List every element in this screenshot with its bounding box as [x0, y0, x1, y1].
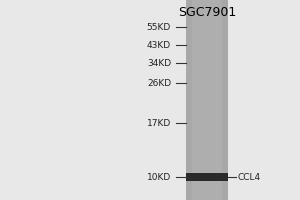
Bar [186, 173, 228, 181]
Text: 55KD: 55KD [147, 22, 171, 31]
Text: SGC7901: SGC7901 [178, 6, 236, 19]
Text: 43KD: 43KD [147, 40, 171, 49]
Text: 17KD: 17KD [147, 118, 171, 128]
Text: 26KD: 26KD [147, 78, 171, 88]
Text: 10KD: 10KD [147, 172, 171, 182]
Text: 34KD: 34KD [147, 58, 171, 68]
Bar [186, 0, 228, 200]
Bar [192, 0, 222, 200]
Text: CCL4: CCL4 [237, 172, 260, 182]
